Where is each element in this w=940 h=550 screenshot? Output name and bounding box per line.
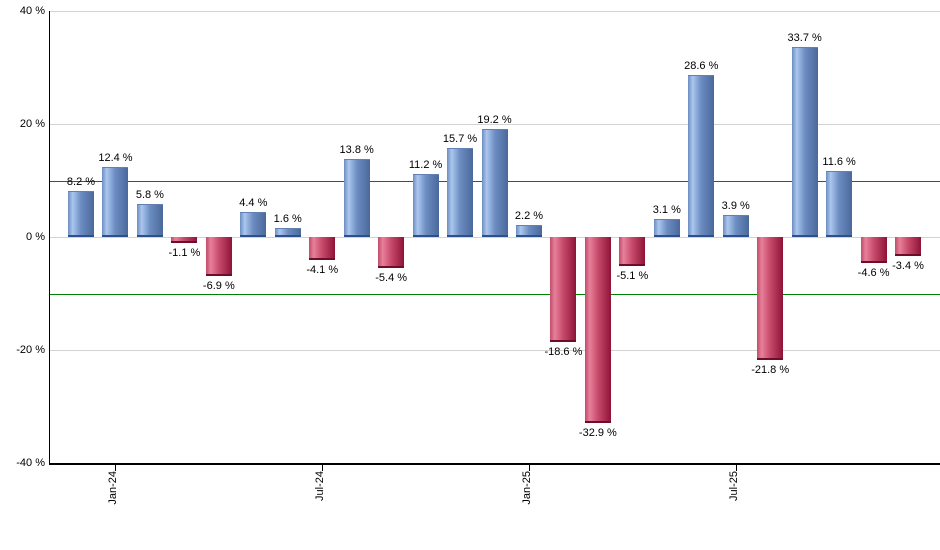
x-tick [322, 465, 324, 471]
y-gridline [50, 124, 940, 125]
bar-feb-25 [550, 237, 577, 343]
bar-value-label: 11.6 % [822, 156, 856, 169]
bar-nov-25 [860, 237, 887, 263]
bar-value-label: 4.4 % [239, 197, 268, 210]
bar-value-label: -32.9 % [578, 426, 617, 439]
bar-sep-24 [378, 237, 405, 268]
y-gridline [50, 11, 940, 12]
y-tick-label: 0 % [26, 231, 45, 243]
threshold-line-negative [50, 293, 940, 295]
bar-jan-24 [102, 166, 129, 237]
y-tick-label: 20 % [19, 118, 45, 130]
bar-feb-24 [136, 204, 163, 237]
bar-value-label: 33.7 % [787, 31, 822, 44]
bar-value-label: -3.4 % [892, 260, 924, 273]
bar-value-label: 11.2 % [408, 158, 443, 171]
y-gridline [50, 237, 940, 238]
bar-jul-25 [722, 214, 749, 237]
x-tick-label: Jul-25 [727, 471, 740, 501]
bar-aug-25 [757, 237, 784, 361]
bar-value-label: 1.6 % [273, 212, 302, 225]
bar-value-label: -6.9 % [202, 279, 235, 292]
x-tick [528, 465, 530, 471]
bar-value-label: 28.6 % [684, 60, 719, 73]
bar-aug-24 [343, 159, 370, 237]
x-tick-label: Jan-24 [107, 471, 120, 505]
y-tick-label: 40 % [19, 5, 45, 17]
bar-value-label: 8.2 % [66, 175, 96, 188]
bar-jun-24 [274, 227, 301, 237]
bar-value-label: 2.2 % [514, 209, 544, 222]
bar-value-label: 12.4 % [98, 151, 133, 164]
bar-value-label: -4.1 % [306, 264, 339, 277]
bar-value-label: 19.2 % [477, 113, 512, 126]
x-tick-label: Jul-24 [314, 471, 327, 501]
bar-value-label: -1.1 % [168, 247, 201, 260]
bar-mar-25 [584, 237, 611, 423]
bar-value-label: 3.9 % [721, 199, 750, 212]
bar-value-label: -21.8 % [751, 364, 790, 377]
bar-value-label: 3.1 % [652, 204, 681, 217]
bar-jan-25 [515, 224, 542, 237]
y-gridline [50, 350, 940, 351]
y-tick-label: -40 % [16, 457, 45, 469]
bar-may-24 [240, 212, 267, 237]
bar-dec-25 [895, 237, 922, 257]
bar-oct-24 [412, 173, 439, 237]
x-tick-label: Jan-25 [520, 471, 533, 505]
bar-apr-24 [205, 237, 232, 276]
bar-mar-24 [171, 237, 198, 244]
bar-apr-25 [619, 237, 646, 266]
bar-value-label: 5.8 % [135, 189, 164, 202]
bar-nov-24 [447, 148, 474, 237]
bar-dec-23 [68, 190, 94, 237]
bar-jul-24 [309, 237, 336, 261]
bar-dec-24 [481, 128, 508, 237]
x-tick [735, 465, 737, 471]
bar-value-label: -5.1 % [616, 269, 649, 282]
x-tick [115, 465, 117, 471]
bar-oct-25 [826, 171, 853, 237]
bar-value-label: -4.6 % [857, 266, 890, 279]
bar-value-label: -18.6 % [544, 346, 583, 359]
bar-value-label: 15.7 % [442, 133, 478, 146]
bar-value-label: -5.4 % [375, 271, 408, 284]
bar-may-25 [653, 219, 680, 237]
y-tick-label: -20 % [16, 344, 45, 356]
bar-jun-25 [688, 75, 715, 237]
bar-value-label: 13.8 % [339, 144, 374, 157]
x-axis-line [49, 463, 940, 465]
y-axis-line [49, 11, 50, 463]
bar-sep-25 [791, 46, 818, 237]
